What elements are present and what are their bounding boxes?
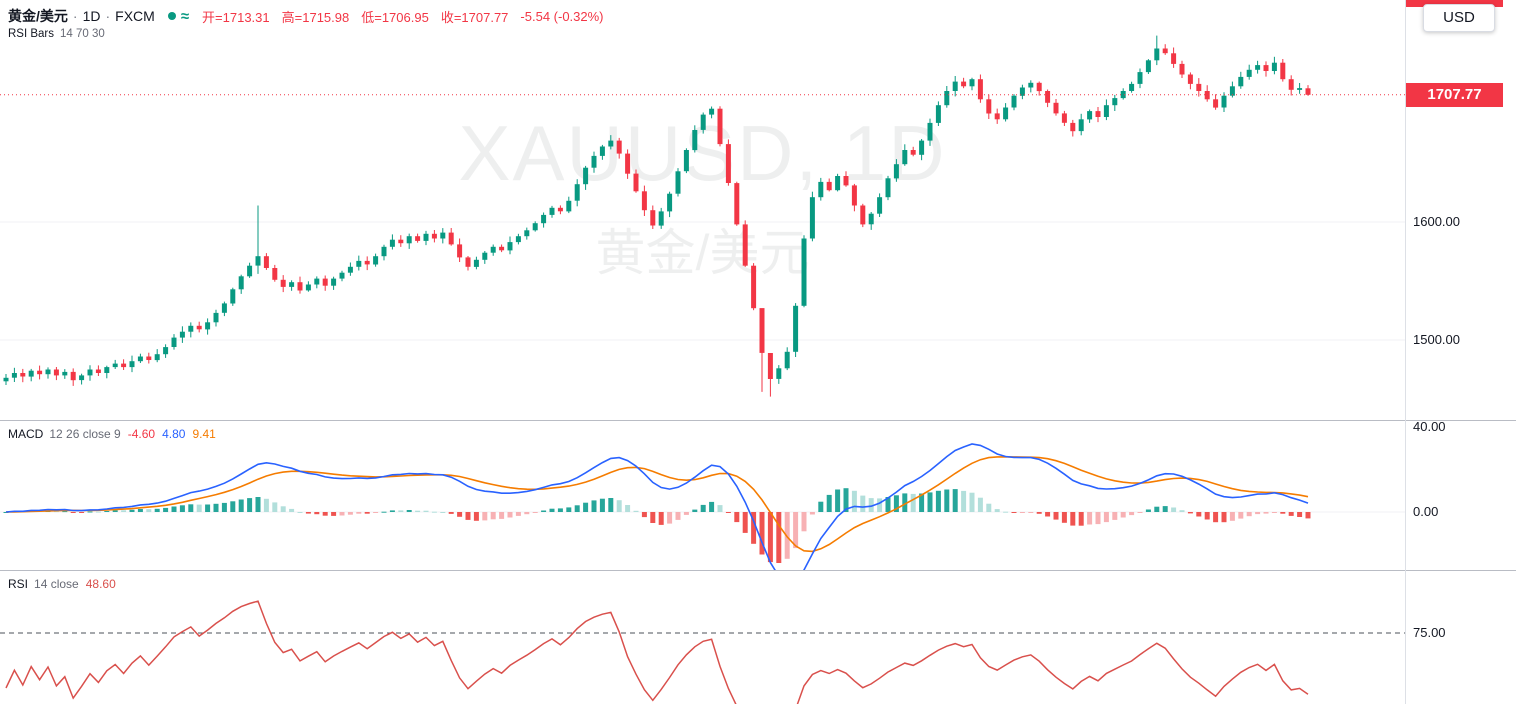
macd-legend: MACD 12 26 close 9 -4.60 4.80 9.41 <box>8 427 216 441</box>
indicator-rsi-params: 14 close <box>34 577 79 591</box>
pane-separator-macd[interactable] <box>0 420 1516 421</box>
chart-canvas[interactable] <box>0 0 1405 704</box>
rsi-value: 48.60 <box>85 577 116 591</box>
macd-hist-value: -4.60 <box>127 427 156 441</box>
macd-tick-40: 40.00 <box>1413 419 1446 434</box>
ohlc-open: 开=1713.31 <box>202 9 270 25</box>
current-price-label[interactable]: 1707.77 <box>1406 83 1503 107</box>
currency-button[interactable]: USD <box>1423 4 1495 32</box>
symbol-title[interactable]: 黄金/美元 <box>8 8 68 24</box>
interval-button[interactable]: 1D <box>82 8 101 24</box>
market-status-icon[interactable] <box>167 12 176 20</box>
price-tick-1600: 1600.00 <box>1413 214 1460 229</box>
ohlc-high: 高=1715.98 <box>281 9 350 25</box>
indicator-rsibars-title[interactable]: RSI Bars <box>8 28 55 40</box>
exchange-label[interactable]: FXCM <box>115 8 155 24</box>
ohlc-close: 收=1707.77 <box>440 9 509 25</box>
overlay-indicator-legend: RSI Bars 14 70 30 <box>8 28 105 40</box>
macd-signal-value: 9.41 <box>192 427 216 441</box>
price-axis[interactable]: USD 1600.00 1500.00 1707.77 40.00 0.00 7… <box>1406 0 1516 704</box>
approx-data-icon[interactable]: ≈ <box>180 7 190 25</box>
macd-line-value: 4.80 <box>162 427 186 441</box>
symbol-legend: 黄金/美元 · 1D · FXCM ≈ 开=1713.31 高=1715.98 … <box>8 6 604 26</box>
indicator-macd-title[interactable]: MACD <box>8 427 44 441</box>
ohlc-change: -5.54 (-0.32%) <box>520 8 604 24</box>
separator-dot: · <box>72 8 78 24</box>
macd-tick-0: 0.00 <box>1413 504 1439 519</box>
price-axis-border <box>1405 0 1406 704</box>
ohlc-low: 低=1706.95 <box>361 9 429 25</box>
indicator-rsibars-params: 14 70 30 <box>60 28 105 40</box>
separator-dot: · <box>105 8 111 24</box>
pane-separator-rsi[interactable] <box>0 570 1516 571</box>
indicator-macd-params: 12 26 close 9 <box>49 427 121 441</box>
indicator-rsi-title[interactable]: RSI <box>8 577 29 591</box>
price-tick-1500: 1500.00 <box>1413 332 1460 347</box>
clipped-price-label <box>1406 0 1503 7</box>
rsi-legend: RSI 14 close 48.60 <box>8 577 116 591</box>
rsi-tick-75: 75.00 <box>1413 625 1446 640</box>
